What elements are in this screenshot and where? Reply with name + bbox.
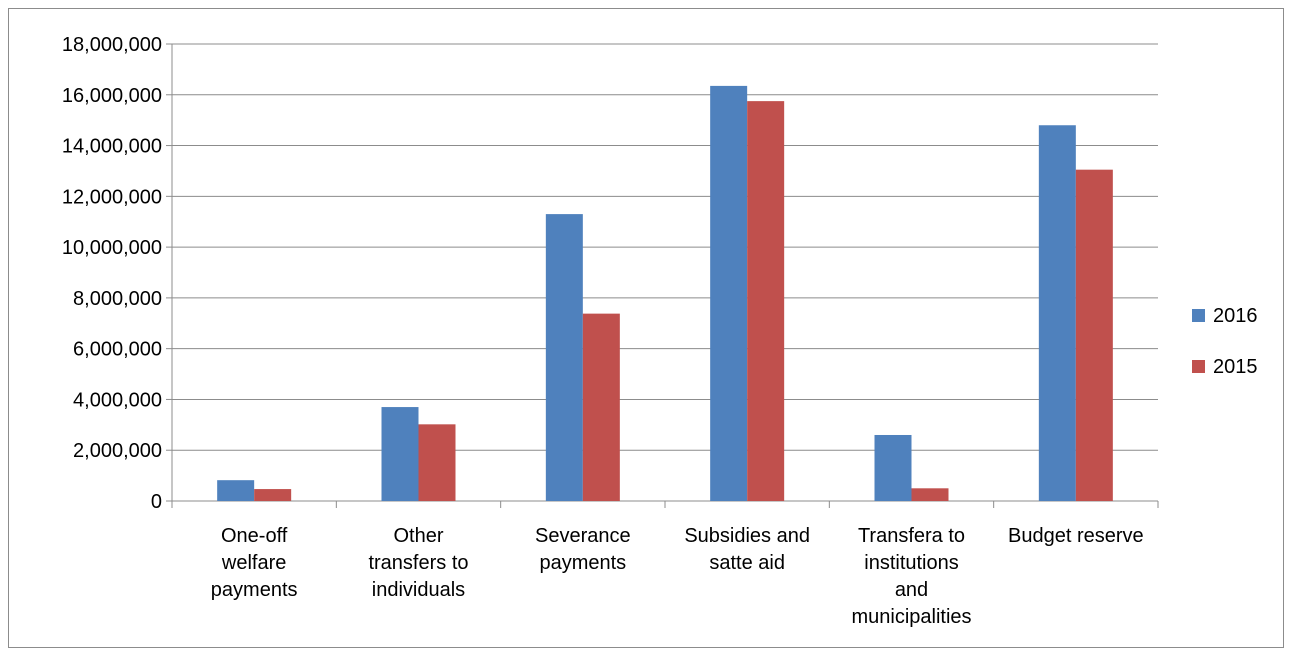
bar-2016-4 — [874, 434, 912, 501]
bar-2016-1 — [381, 407, 419, 501]
bar-2016-3 — [710, 85, 748, 502]
x-category-label: payments — [211, 579, 298, 601]
x-category-label: Transfera to — [858, 525, 965, 547]
y-tick-label: 8,000,000 — [73, 288, 162, 310]
x-category-label: Budget reserve — [1008, 525, 1144, 547]
bar-2016-5 — [1038, 125, 1076, 501]
y-tick-label: 4,000,000 — [73, 389, 162, 411]
bar-2015-2 — [582, 313, 620, 501]
y-tick-label: 10,000,000 — [62, 237, 162, 259]
legend-label-2015: 2015 — [1213, 356, 1258, 378]
x-category-label: welfare — [221, 552, 286, 574]
x-category-label: Subsidies and — [684, 525, 810, 547]
bar-2015-5 — [1075, 169, 1113, 502]
bar-2015-0 — [254, 489, 292, 501]
legend-swatch-2015 — [1192, 360, 1205, 373]
x-category-label: institutions — [864, 552, 959, 574]
x-category-label: transfers to — [368, 552, 468, 574]
x-category-label: and — [895, 579, 928, 601]
legend-swatch-2016 — [1192, 309, 1205, 322]
bar-2016-2 — [545, 214, 583, 501]
x-category-label: payments — [539, 552, 626, 574]
x-category-label: One-off — [221, 525, 288, 547]
x-category-label: municipalities — [851, 606, 971, 628]
bar-2015-4 — [911, 488, 949, 501]
x-category-label: individuals — [372, 579, 465, 601]
bar-2015-1 — [418, 424, 456, 501]
x-category-label: Other — [393, 525, 443, 547]
y-tick-label: 6,000,000 — [73, 339, 162, 361]
legend-label-2016: 2016 — [1213, 305, 1258, 327]
y-tick-label: 16,000,000 — [62, 85, 162, 107]
y-tick-label: 18,000,000 — [62, 34, 162, 56]
x-category-label: Severance — [535, 525, 631, 547]
y-tick-label: 12,000,000 — [62, 186, 162, 208]
bar-2015-3 — [747, 101, 785, 501]
bar-2016-0 — [217, 480, 255, 501]
y-tick-label: 0 — [151, 491, 162, 513]
x-category-label: satte aid — [709, 552, 785, 574]
y-tick-label: 14,000,000 — [62, 136, 162, 158]
y-tick-label: 2,000,000 — [73, 440, 162, 462]
